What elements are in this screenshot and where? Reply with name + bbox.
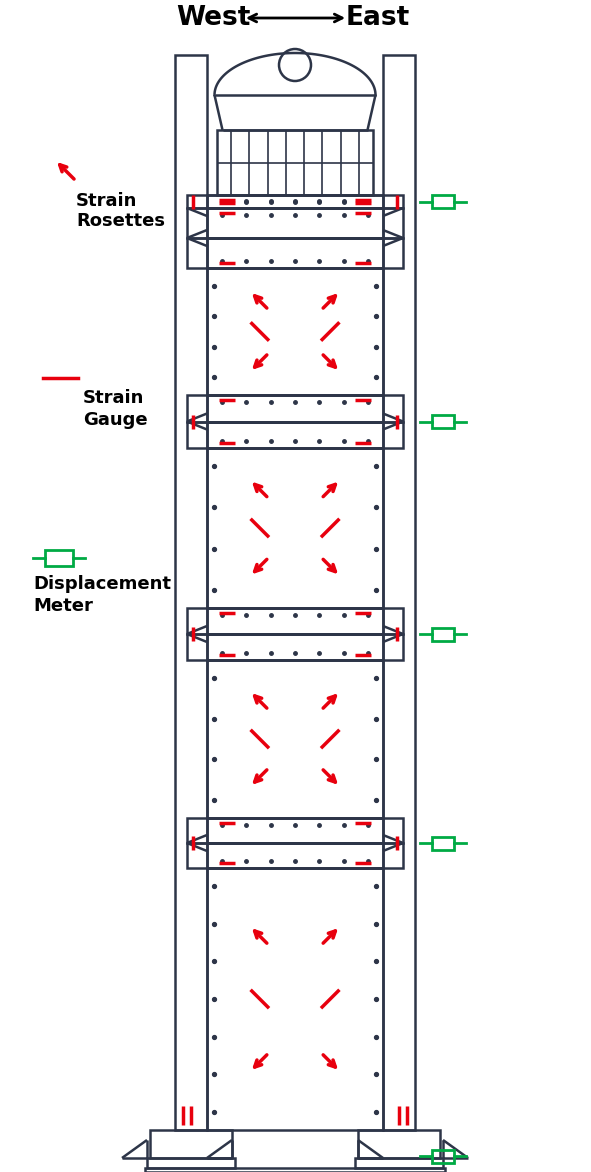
Bar: [207, 268, 383, 395]
Bar: [145, 1168, 445, 1172]
Bar: [187, 207, 403, 238]
Bar: [147, 1158, 235, 1168]
Bar: [187, 195, 403, 207]
Text: Strain: Strain: [76, 192, 137, 210]
Bar: [207, 843, 383, 868]
Text: Rosettes: Rosettes: [76, 212, 165, 230]
Bar: [432, 627, 454, 641]
Text: Gauge: Gauge: [83, 411, 148, 429]
Bar: [207, 448, 383, 608]
Bar: [207, 818, 383, 843]
Bar: [207, 634, 383, 660]
Bar: [45, 550, 73, 566]
Bar: [432, 837, 454, 850]
Bar: [207, 238, 383, 268]
Text: Strain: Strain: [83, 389, 144, 407]
Bar: [150, 1130, 232, 1158]
Bar: [187, 238, 403, 268]
Bar: [187, 395, 403, 422]
Bar: [187, 634, 403, 660]
Text: Meter: Meter: [33, 597, 93, 615]
Text: Displacement: Displacement: [33, 575, 171, 593]
Bar: [358, 1130, 440, 1158]
Bar: [207, 422, 383, 448]
Bar: [175, 55, 207, 1130]
Bar: [383, 55, 415, 1130]
Bar: [207, 207, 383, 238]
Bar: [187, 608, 403, 634]
Bar: [355, 1158, 443, 1168]
Bar: [207, 660, 383, 818]
Bar: [187, 843, 403, 868]
Bar: [207, 395, 383, 422]
Bar: [217, 130, 373, 195]
Bar: [207, 608, 383, 634]
Bar: [432, 195, 454, 207]
Bar: [432, 415, 454, 428]
Bar: [187, 818, 403, 843]
Bar: [207, 195, 383, 207]
Bar: [207, 868, 383, 1130]
Text: East: East: [346, 5, 410, 30]
Bar: [187, 422, 403, 448]
Text: West: West: [176, 5, 250, 30]
Bar: [432, 1150, 454, 1163]
